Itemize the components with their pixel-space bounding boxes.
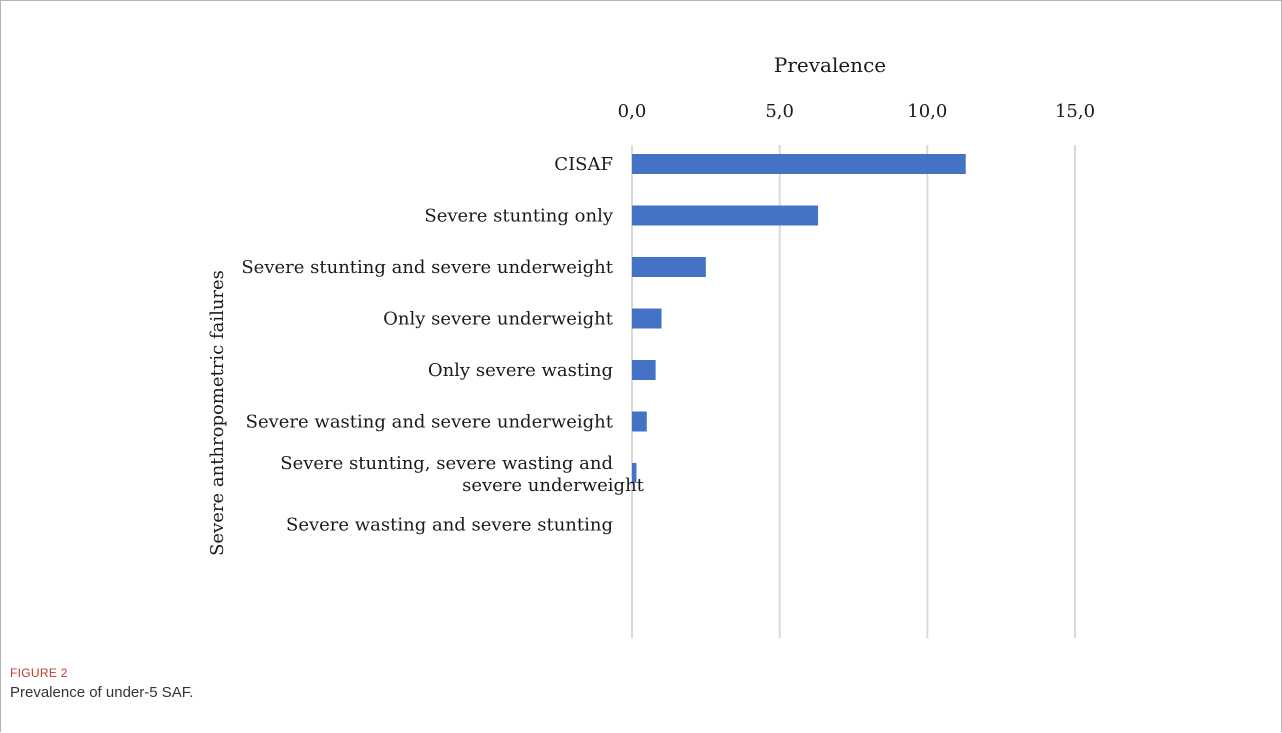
chart-title: Prevalence bbox=[774, 53, 886, 77]
category-label: Severe stunting and severe underweight bbox=[241, 257, 613, 278]
tick-label: 0,0 bbox=[618, 101, 647, 122]
category-label: Severe wasting and severe stunting bbox=[286, 515, 613, 536]
figure-caption: Prevalence of under-5 SAF. bbox=[10, 684, 194, 701]
category-labels: CISAF Severe stunting only Severe stuntin… bbox=[241, 154, 644, 536]
bar bbox=[632, 360, 656, 380]
bar bbox=[632, 411, 647, 432]
category-label: Only severe wasting bbox=[428, 360, 613, 381]
bar bbox=[632, 308, 662, 329]
figure-label: FIGURE 2 bbox=[10, 666, 68, 680]
category-label: Only severe underweight bbox=[383, 309, 614, 330]
tick-label: 5,0 bbox=[765, 101, 794, 122]
tick-label: 15,0 bbox=[1055, 101, 1095, 122]
tick-label: 10,0 bbox=[907, 101, 947, 122]
bar bbox=[632, 205, 819, 226]
y-axis-label: Severe anthropometric failures bbox=[207, 270, 228, 556]
bar bbox=[632, 154, 966, 174]
category-label: Severe stunting, severe wasting and sever… bbox=[280, 453, 644, 496]
category-label: CISAF bbox=[554, 154, 613, 175]
tick-labels: 0,0 5,0 10,0 15,0 bbox=[618, 101, 1095, 122]
grid-lines bbox=[631, 145, 1076, 638]
bar bbox=[632, 257, 706, 277]
category-label: Severe wasting and severe underweight bbox=[246, 412, 614, 433]
category-label: Severe stunting only bbox=[424, 206, 613, 227]
bar-chart: Prevalence Severe anthropometric failure… bbox=[207, 53, 1095, 638]
bars bbox=[632, 154, 966, 483]
bar bbox=[632, 463, 637, 483]
